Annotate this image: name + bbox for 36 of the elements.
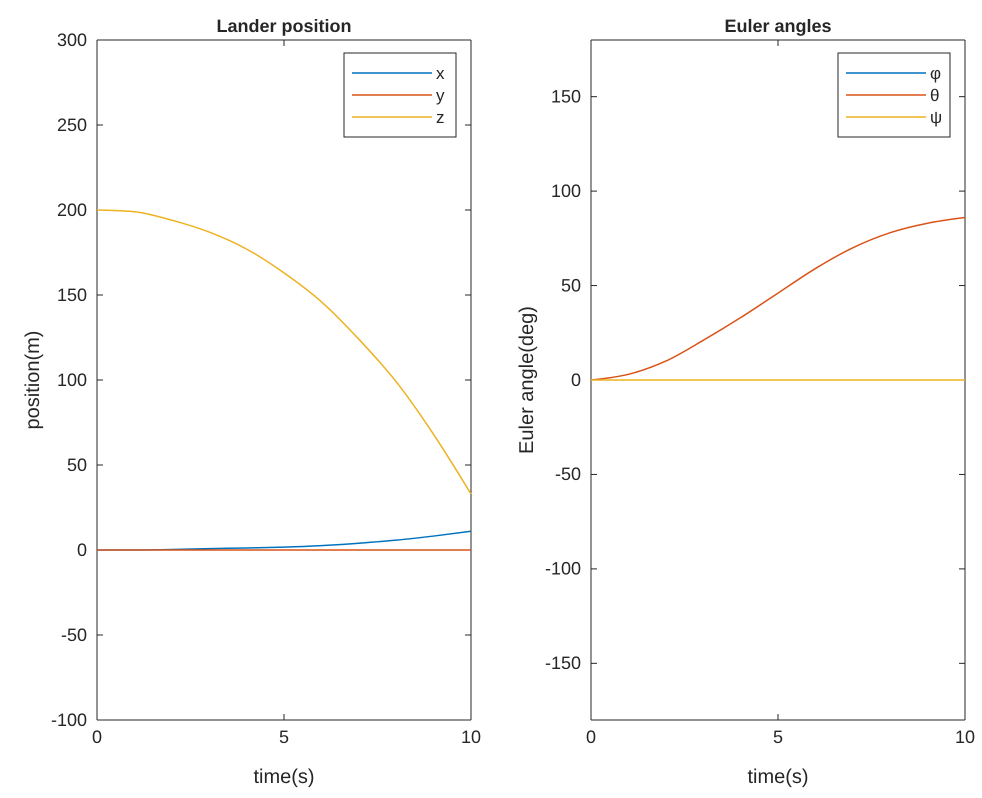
x-tick-label: 5 [772, 726, 784, 747]
y-tick-label: 200 [56, 200, 87, 220]
legend-label: ψ [930, 108, 942, 127]
y-tick-label: -50 [554, 464, 581, 484]
y-tick-label: 150 [56, 284, 87, 305]
chart-title: Lander position [216, 16, 352, 36]
chart-title: Euler angles [724, 16, 832, 36]
legend-label: θ [930, 86, 940, 105]
x-tick-label: 10 [954, 726, 976, 747]
x-axis-title: time(s) [253, 766, 315, 788]
y-tick-label: -150 [544, 653, 581, 674]
legend-label: z [436, 108, 444, 127]
y-tick-label: 300 [56, 30, 87, 50]
y-tick-label: 0 [76, 540, 87, 560]
x-tick-label: 10 [460, 726, 482, 747]
y-tick-label: 50 [560, 275, 581, 296]
y-tick-label: 0 [570, 370, 581, 390]
legend-label: x [436, 64, 445, 83]
y-tick-label: 250 [56, 114, 87, 135]
x-tick-label: 0 [586, 726, 596, 747]
y-tick-label: 100 [56, 370, 87, 390]
legend-label: y [436, 86, 445, 105]
line-series [96, 209, 472, 495]
y-tick-label: -100 [544, 558, 581, 579]
y-axis-title: Euler angle(deg) [516, 306, 538, 454]
y-tick-label: 150 [550, 86, 581, 106]
x-tick-label: 0 [92, 726, 102, 747]
y-tick-label: 50 [66, 454, 87, 475]
legend-label: φ [930, 64, 942, 83]
y-tick-label: 100 [550, 180, 581, 201]
y-tick-label: -100 [50, 710, 87, 730]
y-tick-label: -50 [60, 624, 87, 645]
x-axis-title: time(s) [747, 766, 809, 788]
y-axis-title: position(m) [22, 330, 44, 430]
x-tick-label: 5 [278, 726, 290, 747]
line-series [590, 216, 966, 381]
